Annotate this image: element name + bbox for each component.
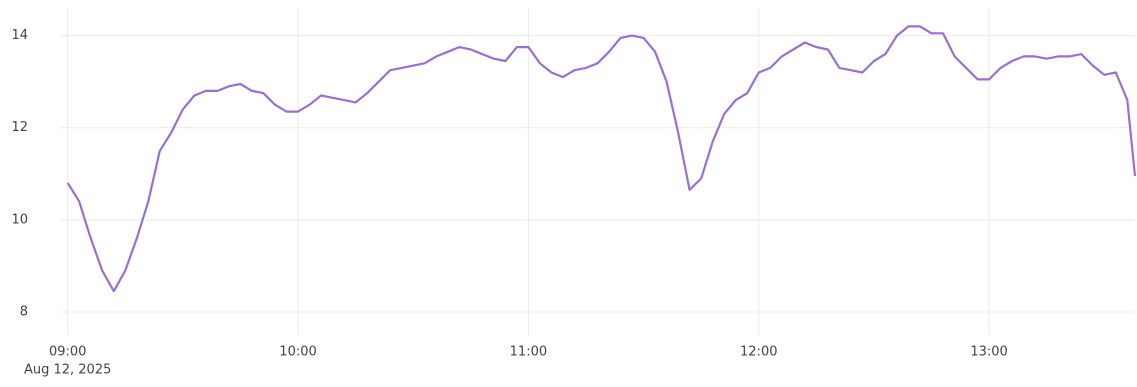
x-tick-label: 12:00 (740, 345, 777, 360)
x-tick-label: 09:00 (49, 345, 86, 360)
y-tick-label: 8 (20, 304, 28, 319)
y-tick-label: 12 (11, 120, 28, 135)
x-tick-label: 13:00 (970, 345, 1007, 360)
y-tick-label: 10 (11, 212, 28, 227)
x-date-label: Aug 12, 2025 (24, 363, 111, 378)
line-series (66, 25, 1137, 293)
x-tick-label: 11:00 (510, 345, 547, 360)
x-tick-label: 10:00 (279, 345, 316, 360)
y-tick-label: 14 (11, 28, 28, 43)
